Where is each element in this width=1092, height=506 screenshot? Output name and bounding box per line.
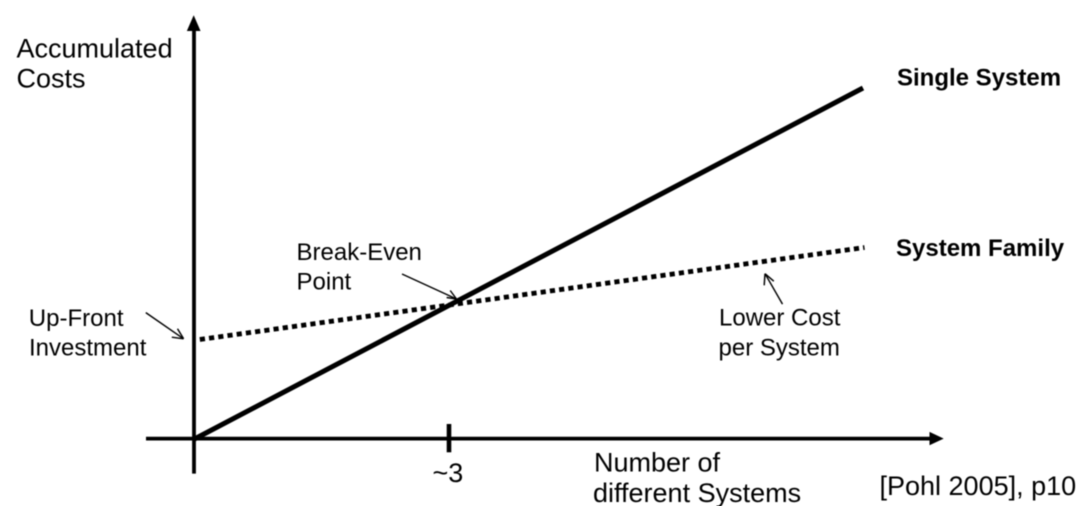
svg-text:Costs: Costs <box>17 64 86 94</box>
svg-text:System Family: System Family <box>896 235 1065 262</box>
svg-text:different Systems: different Systems <box>593 478 801 506</box>
svg-text:[Pohl 2005], p10: [Pohl 2005], p10 <box>880 471 1077 501</box>
svg-text:Investment: Investment <box>29 335 147 362</box>
svg-text:Up-Front: Up-Front <box>29 305 124 332</box>
svg-text:Point: Point <box>297 269 352 296</box>
svg-text:Break-Even: Break-Even <box>297 239 422 266</box>
svg-text:Number of: Number of <box>594 448 721 478</box>
svg-text:Lower Cost: Lower Cost <box>719 304 841 331</box>
svg-text:Single System: Single System <box>897 64 1061 91</box>
svg-text:Accumulated: Accumulated <box>17 33 173 63</box>
svg-text:~3: ~3 <box>433 458 464 488</box>
svg-text:per System: per System <box>719 335 840 362</box>
